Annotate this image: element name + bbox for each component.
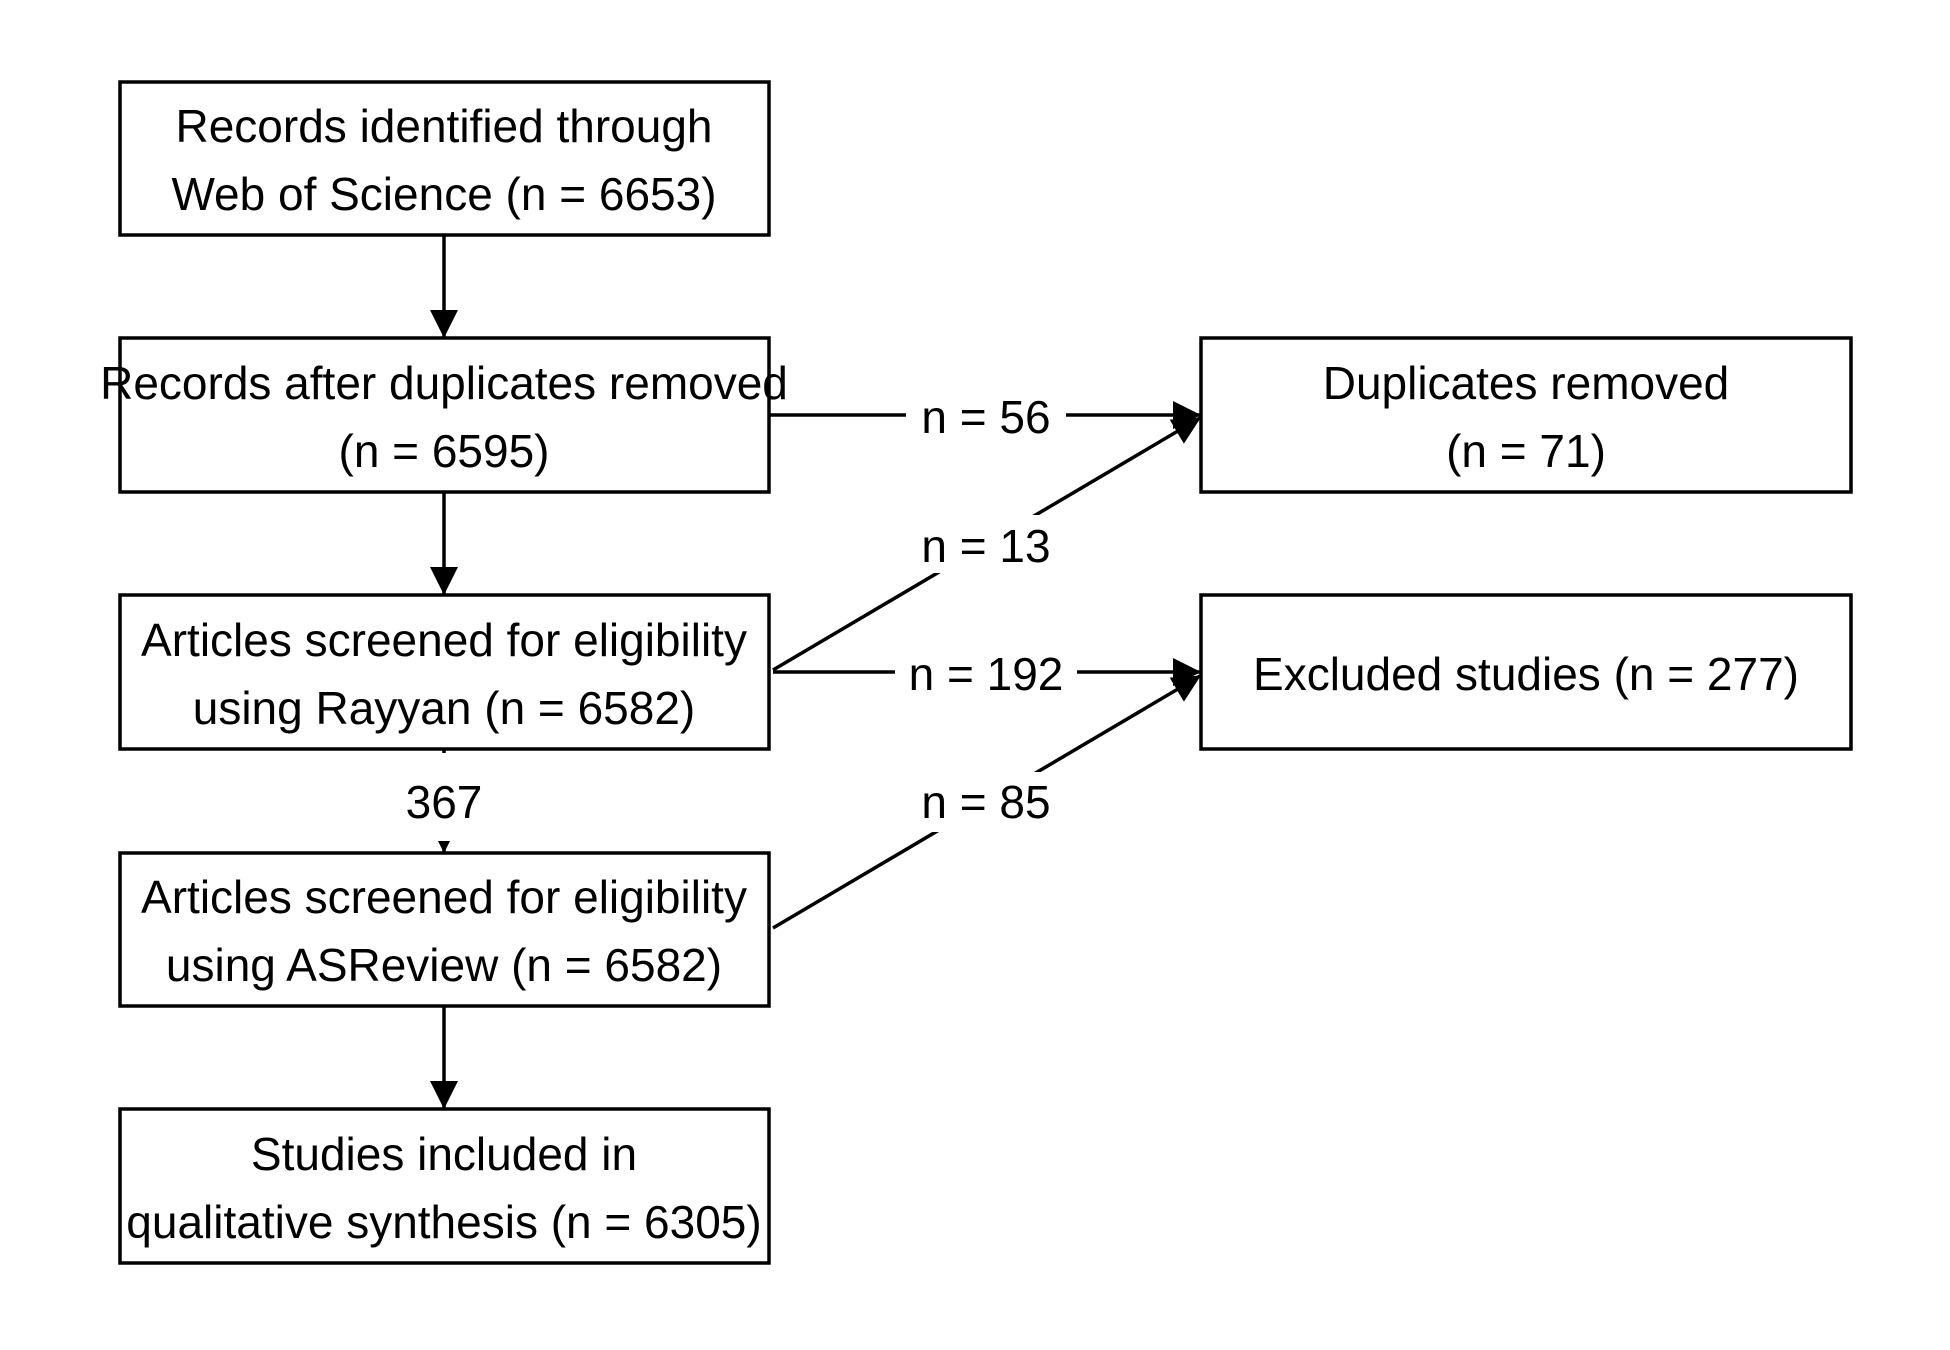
edge-label-after-duplicates-to-duplicates: n = 56 bbox=[921, 391, 1050, 443]
node-duplicates-removed-box bbox=[1199, 336, 1853, 494]
edge-label-bg-56 bbox=[906, 388, 1066, 444]
node-screened-rayyan-line1: Articles screened for eligibility bbox=[141, 614, 747, 666]
node-identified-line2: Web of Science (n = 6653) bbox=[171, 168, 716, 220]
node-screened-asreview-box bbox=[118, 851, 771, 1008]
node-included: Studies included in qualitative synthesi… bbox=[118, 1107, 771, 1265]
node-screened-asreview-line1: Articles screened for eligibility bbox=[141, 871, 747, 923]
edge-label-asreview-to-excluded: n = 85 bbox=[921, 776, 1050, 828]
node-identified-line1: Records identified through bbox=[176, 100, 713, 152]
node-screened-rayyan: Articles screened for eligibility using … bbox=[118, 593, 771, 751]
node-identified: Records identified through Web of Scienc… bbox=[118, 80, 771, 237]
node-duplicates-removed-line2: (n = 71) bbox=[1446, 425, 1606, 477]
node-excluded-box bbox=[1199, 593, 1853, 751]
edge-label-rayyan-to-excluded: n = 192 bbox=[909, 648, 1064, 700]
edge-label-rayyan-to-asreview: 367 bbox=[406, 776, 483, 828]
node-screened-rayyan-box bbox=[118, 593, 771, 751]
node-included-line2: qualitative synthesis (n = 6305) bbox=[126, 1196, 761, 1248]
node-identified-box bbox=[118, 80, 771, 237]
node-included-line1: Studies included in bbox=[251, 1128, 637, 1180]
node-excluded-line1: Excluded studies (n = 277) bbox=[1253, 648, 1799, 700]
node-after-duplicates-line1: Records after duplicates removed bbox=[100, 357, 788, 409]
node-screened-asreview-line2: using ASReview (n = 6582) bbox=[166, 939, 722, 991]
edge-label-bg-13 bbox=[906, 515, 1066, 573]
node-screened-asreview: Articles screened for eligibility using … bbox=[118, 851, 771, 1008]
node-after-duplicates-line2: (n = 6595) bbox=[339, 425, 550, 477]
node-screened-rayyan-line2: using Rayyan (n = 6582) bbox=[193, 682, 695, 734]
node-duplicates-removed-line1: Duplicates removed bbox=[1323, 357, 1730, 409]
node-after-duplicates-box bbox=[118, 336, 771, 494]
node-duplicates-removed: Duplicates removed (n = 71) bbox=[1199, 336, 1853, 494]
edge-label-rayyan-to-duplicates: n = 13 bbox=[921, 520, 1050, 572]
edge-label-bg-192 bbox=[895, 643, 1077, 701]
node-after-duplicates: Records after duplicates removed (n = 65… bbox=[100, 336, 788, 494]
node-included-box bbox=[118, 1107, 771, 1265]
node-excluded: Excluded studies (n = 277) bbox=[1199, 593, 1853, 751]
edge-label-bg-367 bbox=[396, 753, 492, 841]
edge-label-bg-85 bbox=[906, 772, 1066, 832]
